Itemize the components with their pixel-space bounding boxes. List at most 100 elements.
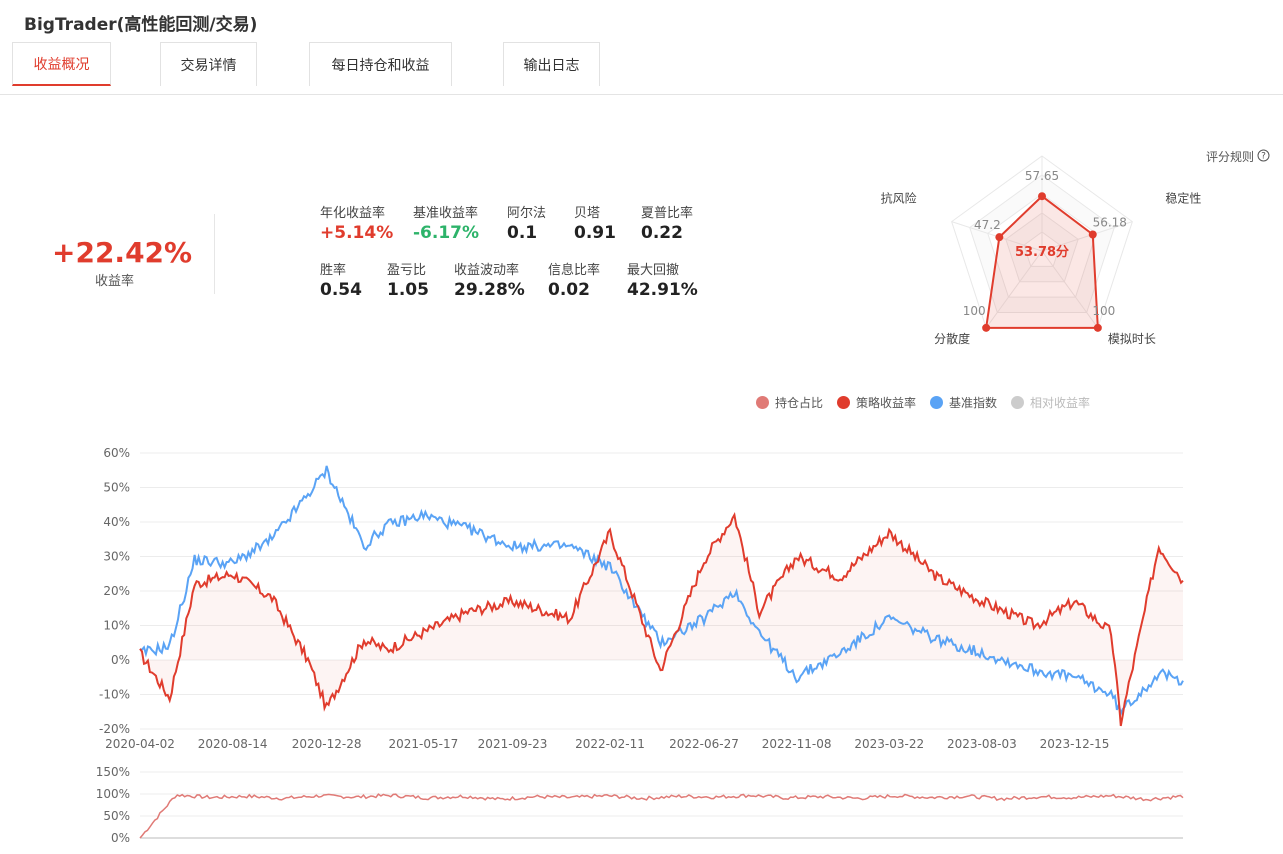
position-ratio-chart[interactable]: 150% 100% 50% 0% xyxy=(0,762,1283,852)
scoring-rules-label: 评分规则 xyxy=(1206,150,1255,164)
x-tick-label: 2020-12-28 xyxy=(292,737,362,750)
x-tick-label: 2023-03-22 xyxy=(854,737,924,750)
legend-dot xyxy=(930,396,944,409)
metric-label: 胜率 xyxy=(320,263,347,278)
x-tick-label: 2022-02-11 xyxy=(575,737,645,750)
y-tick-label: 30% xyxy=(103,550,130,564)
metric-label: 夏普比率 xyxy=(641,206,694,221)
metric-label: 基准收益率 xyxy=(413,206,479,221)
radar-axis-line xyxy=(1041,221,1133,252)
svg-text:?: ? xyxy=(1261,151,1266,161)
radar-axis-line xyxy=(1041,250,1099,329)
radar-point xyxy=(982,323,991,332)
radar-axis-label: 稳定性 xyxy=(1165,191,1201,206)
y-tick-label: 40% xyxy=(103,515,130,529)
x-tick-label: 2021-09-23 xyxy=(478,737,548,750)
radar-axis-label: 分散度 xyxy=(934,331,970,346)
return-line-chart[interactable]: 60% 50% 40% 30% 20% 10% 0% -10% -20%2020-04-02 20… xyxy=(0,440,1283,750)
metric-alpha: 阿尔法 0.1 xyxy=(507,206,546,244)
tab-daily-positions[interactable]: 每日持仓和收益 xyxy=(309,42,452,86)
tab-bar: 收益概况 交易详情 每日持仓和收益 输出日志 xyxy=(0,42,1283,95)
y-tick-label: 50% xyxy=(103,809,130,823)
divider xyxy=(214,214,215,294)
metric-value: +5.14% xyxy=(320,223,394,243)
radar-point xyxy=(995,233,1004,242)
tab-trade-details[interactable]: 交易详情 xyxy=(160,42,257,86)
metric-label: 收益波动率 xyxy=(454,263,520,278)
radar-axis-line xyxy=(985,250,1043,329)
y-tick-label: -10% xyxy=(99,688,130,702)
legend-label: 策略收益率 xyxy=(856,396,917,410)
metric-annual-return: 年化收益率 +5.14% xyxy=(320,206,393,244)
y-tick-label: 60% xyxy=(103,446,130,460)
legend-label: 基准指数 xyxy=(949,396,998,410)
tab-output-log[interactable]: 输出日志 xyxy=(503,42,600,86)
legend-label: 相对收益率 xyxy=(1030,396,1091,410)
legend-dot xyxy=(837,396,851,409)
metric-label: 信息比率 xyxy=(548,263,601,278)
help-circle-icon: ? xyxy=(1257,149,1270,165)
app-title: BigTrader(高性能回测/交易) xyxy=(24,15,258,35)
total-return-block: +22.42% 收益率 xyxy=(52,236,193,289)
legend-dot xyxy=(756,396,769,409)
legend-position-ratio[interactable]: 持仓占比 xyxy=(756,394,823,411)
radar-axis-label: 抗风险 xyxy=(881,191,917,206)
legend-benchmark-index[interactable]: 基准指数 xyxy=(930,394,997,411)
legend-label: 持仓占比 xyxy=(775,396,824,410)
metric-value: 29.28% xyxy=(454,280,525,300)
total-return-value: +22.42% xyxy=(52,236,193,269)
radar-point xyxy=(1093,323,1102,332)
metric-value: 42.91% xyxy=(627,280,698,300)
chart-legend: 持仓占比 策略收益率 基准指数 相对收益率 xyxy=(756,394,1090,411)
radar-value-label: 57.65 xyxy=(1025,169,1059,183)
y-tick-label: 10% xyxy=(103,619,130,633)
scoring-rules-link[interactable]: 评分规则 ? xyxy=(1206,148,1270,165)
radar-value-label: 100 xyxy=(963,304,986,318)
radar-value-label: 100 xyxy=(1092,304,1115,318)
metric-benchmark-return: 基准收益率 -6.17% xyxy=(413,206,479,244)
metric-value: 0.91 xyxy=(574,223,616,243)
x-tick-label: 2021-05-17 xyxy=(389,737,459,750)
legend-dot xyxy=(1011,396,1025,409)
metric-label: 年化收益率 xyxy=(320,206,386,221)
score-radar-chart: 收益57.65稳定性56.18模拟时长100分散度100抗风险47.253.78… xyxy=(881,155,1201,346)
metric-value: 1.05 xyxy=(387,280,429,300)
y-tick-label: 100% xyxy=(96,787,130,801)
metric-information-ratio: 信息比率 0.02 xyxy=(548,263,600,301)
metric-value: 0.02 xyxy=(548,280,590,300)
tab-return-overview[interactable]: 收益概况 xyxy=(12,42,111,86)
metric-label: 最大回撤 xyxy=(627,263,680,278)
radar-score: 53.78分 xyxy=(1015,244,1069,260)
x-tick-label: 2020-08-14 xyxy=(198,737,268,750)
radar-point xyxy=(1088,230,1097,239)
x-tick-label: 2022-06-27 xyxy=(669,737,739,750)
x-tick-label: 2020-04-02 xyxy=(105,737,175,750)
metric-max-drawdown: 最大回撤 42.91% xyxy=(627,263,698,301)
x-tick-label: 2022-11-08 xyxy=(762,737,832,750)
metric-label: 盈亏比 xyxy=(387,263,427,278)
metric-volatility: 收益波动率 29.28% xyxy=(454,263,525,301)
legend-strategy-return[interactable]: 策略收益率 xyxy=(837,394,916,411)
metric-value: 0.1 xyxy=(507,223,538,243)
y-tick-label: 50% xyxy=(103,481,130,495)
metric-profit-loss-ratio: 盈亏比 1.05 xyxy=(387,263,429,301)
metric-label: 阿尔法 xyxy=(507,206,547,221)
x-tick-label: 2023-08-03 xyxy=(947,737,1017,750)
y-tick-label: 0% xyxy=(111,653,130,667)
x-tick-label: 2023-12-15 xyxy=(1040,737,1110,750)
y-tick-label: 0% xyxy=(111,831,130,845)
radar-value-label: 56.18 xyxy=(1093,216,1127,230)
position-ratio-line xyxy=(139,793,1184,839)
metric-beta: 贝塔 0.91 xyxy=(574,206,616,244)
metric-win-rate: 胜率 0.54 xyxy=(320,263,362,301)
metric-value: 0.22 xyxy=(641,223,683,243)
y-tick-label: 150% xyxy=(96,765,130,779)
radar-value-label: 47.2 xyxy=(974,218,1001,232)
y-tick-label: 20% xyxy=(103,584,130,598)
radar-axis-label: 模拟时长 xyxy=(1108,332,1156,346)
metric-value: -6.17% xyxy=(413,223,480,243)
metric-sharpe: 夏普比率 0.22 xyxy=(641,206,693,244)
strategy-line xyxy=(139,512,1184,727)
legend-relative-return[interactable]: 相对收益率 xyxy=(1011,394,1090,411)
total-return-label: 收益率 xyxy=(94,274,134,289)
